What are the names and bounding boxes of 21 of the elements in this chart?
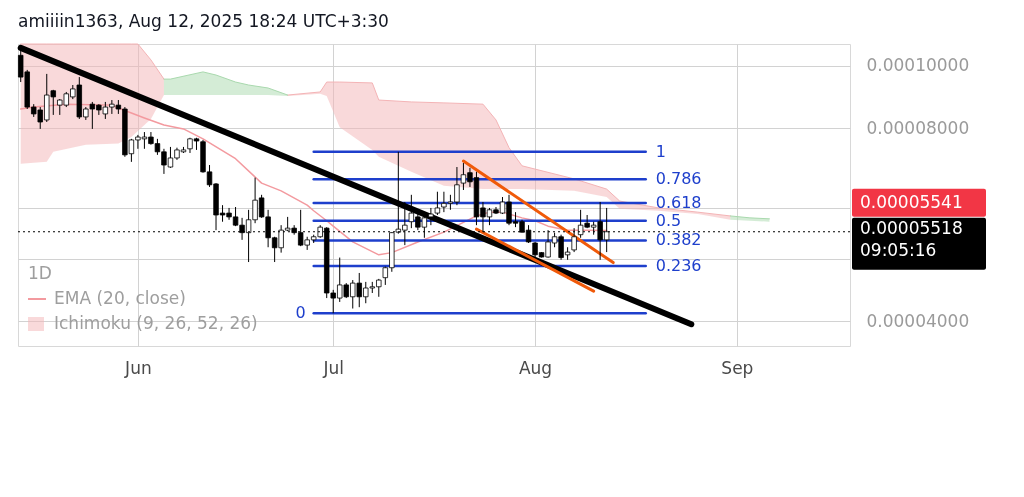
series-label: 0.382 xyxy=(655,230,702,250)
x-tick-label: Jun xyxy=(124,357,152,378)
legend-label: Ichimoku (9, 26, 52, 26) xyxy=(54,313,258,333)
text: 0.00005541 xyxy=(860,191,963,212)
chart-title: amiiiin1363, Aug 12, 2025 18:24 UTC+3:30 xyxy=(18,11,389,31)
series-label: 1 xyxy=(655,141,666,161)
y-tick-label: 0.00008000 xyxy=(866,117,970,138)
y-tick-label: 0.00004000 xyxy=(866,310,970,331)
line-series xyxy=(19,103,608,256)
series-label: 0 xyxy=(295,303,306,323)
series-label: 0.786 xyxy=(655,169,702,189)
y-tick-label: 0.00010000 xyxy=(866,55,970,76)
series-label: 0.618 xyxy=(655,192,702,212)
series-label: 0.236 xyxy=(655,256,702,276)
ref-line-label: 0.00005518 09:05:16 xyxy=(860,217,963,260)
series-label: 0.5 xyxy=(655,210,682,230)
x-tick-label: Jul xyxy=(322,357,344,378)
x-tick-label: Sep xyxy=(721,357,754,378)
legend-label: EMA (20, close) xyxy=(54,288,186,308)
x-tick-label: Aug xyxy=(518,357,553,378)
text: 1D xyxy=(28,263,52,283)
